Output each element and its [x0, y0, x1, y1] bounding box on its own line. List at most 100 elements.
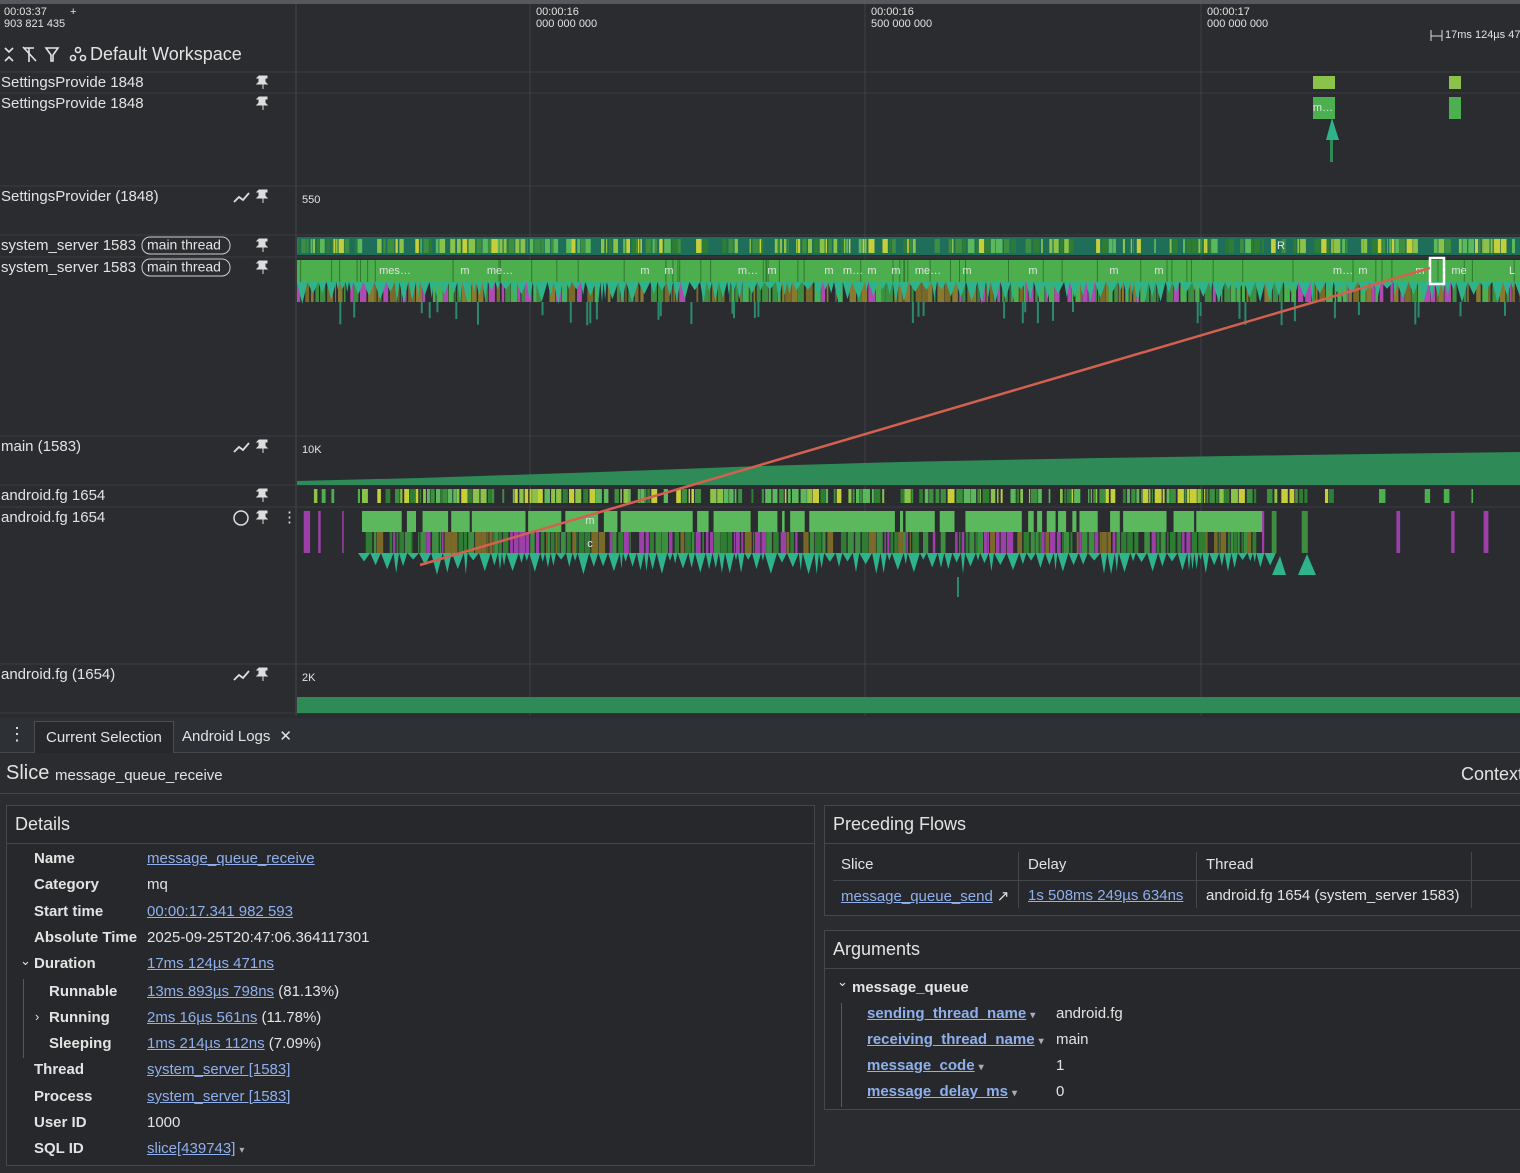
thread-state — [441, 532, 444, 553]
slice-label: m — [1028, 265, 1037, 277]
pin-button[interactable] — [255, 488, 269, 502]
detail-value[interactable]: system_server [1583] — [147, 1061, 291, 1079]
help-button[interactable] — [233, 510, 249, 526]
slice — [586, 302, 589, 326]
detail-value[interactable]: message_queue_receive — [147, 850, 315, 867]
thread-state — [487, 489, 492, 503]
slice-label: m — [824, 265, 833, 277]
thread-state — [1237, 532, 1240, 553]
tab[interactable]: Current Selection — [34, 721, 174, 753]
thread-state — [1423, 282, 1431, 302]
detail-value[interactable]: slice[439743] — [147, 1140, 236, 1158]
chart-button[interactable] — [233, 442, 250, 453]
expand-chevron[interactable]: › — [35, 1008, 40, 1024]
thread-state — [1030, 532, 1035, 553]
thread-state — [584, 532, 591, 553]
thread-state — [503, 532, 509, 553]
dropdown[interactable]: ▾ — [1011, 1088, 1017, 1099]
thread-state — [661, 532, 668, 553]
thread-state — [1299, 489, 1303, 503]
slice-divider — [339, 260, 341, 282]
thread-state — [741, 532, 744, 553]
slice-divider — [1061, 260, 1063, 282]
workspace-name[interactable]: Default Workspace — [90, 44, 242, 64]
open-link[interactable]: ↗ — [996, 888, 1010, 905]
pin-button[interactable] — [255, 510, 269, 524]
pin-button[interactable] — [255, 439, 269, 453]
table-cell[interactable]: 1s 508ms 249µs 634ns — [1028, 887, 1184, 904]
thread-state — [679, 282, 686, 302]
detail-value-row: 2025-09-25T20:47:06.364117301 — [147, 929, 369, 946]
filter-icon[interactable] — [44, 47, 60, 62]
thread-state — [436, 489, 441, 503]
thread-state — [533, 282, 537, 302]
arg-key[interactable]: message_delay_ms — [867, 1083, 1008, 1100]
chart-button[interactable] — [233, 192, 250, 203]
thread-state — [710, 489, 717, 503]
tab-label[interactable]: Android Logs — [182, 728, 271, 745]
dropdown[interactable]: ▾ — [978, 1062, 984, 1073]
detail-value[interactable]: system_server [1583] — [147, 1087, 291, 1105]
bottom-panel: ⋮ Current Selection Android Logs ✕ Slice … — [0, 716, 1520, 1173]
detail-value[interactable]: 13ms 893µs 798ns — [147, 982, 275, 1000]
slice-gap — [1076, 511, 1080, 532]
thread-state — [784, 489, 787, 503]
tick-ns: 000 000 000 — [536, 18, 597, 30]
arg-key[interactable]: message_code — [867, 1057, 975, 1074]
slice — [1196, 302, 1199, 324]
thread-state — [934, 239, 940, 253]
context-label[interactable]: Context — [1461, 764, 1520, 784]
workspace-icon[interactable] — [69, 54, 77, 62]
more-button[interactable]: ⋮ — [282, 509, 297, 526]
tab[interactable]: Android Logs ✕ — [171, 721, 303, 752]
unpin-icon[interactable] — [22, 46, 37, 62]
workspace-icon[interactable] — [74, 46, 82, 54]
thread-state — [1078, 532, 1080, 553]
chart-button[interactable] — [233, 670, 250, 681]
thread-state — [1148, 489, 1151, 503]
detail-value[interactable]: 1ms 214µs 112ns — [147, 1035, 265, 1053]
thread-state — [577, 239, 581, 253]
expand-chevron[interactable]: ⌄ — [837, 974, 848, 989]
thread-state — [357, 239, 363, 253]
detail-label: Thread — [34, 1061, 85, 1079]
thread-state — [1133, 282, 1137, 302]
pin-button[interactable] — [255, 75, 269, 89]
slice-gap — [954, 511, 961, 532]
thread-state — [496, 282, 500, 302]
thread-state — [1413, 239, 1418, 253]
pin-button[interactable] — [255, 189, 269, 203]
table-cell[interactable]: message_queue_send — [841, 888, 993, 905]
thread-state — [625, 282, 627, 302]
close-tab[interactable]: ✕ — [279, 728, 292, 745]
dropdown[interactable]: ▾ — [239, 1145, 245, 1157]
detail-value[interactable]: 00:00:17.341 982 593 — [147, 902, 293, 920]
thread-state — [822, 532, 826, 553]
pin-button[interactable] — [255, 667, 269, 681]
dropdown[interactable]: ▾ — [1030, 1010, 1036, 1021]
detail-value[interactable]: 17ms 124µs 471ns — [147, 955, 275, 973]
arg-key[interactable]: receiving_thread_name — [867, 1031, 1035, 1048]
workspace-icon[interactable] — [79, 54, 87, 62]
arg-key[interactable]: sending_thread_name — [867, 1005, 1027, 1022]
thread-state — [911, 489, 914, 503]
dropdown[interactable]: ▾ — [1038, 1036, 1044, 1047]
thread-state — [461, 282, 467, 302]
thread-state — [1371, 282, 1375, 302]
toolbar-icons[interactable] — [4, 46, 87, 62]
menu-button[interactable]: ⋮ — [8, 724, 26, 744]
thread-state — [882, 239, 888, 253]
pin-button[interactable] — [255, 96, 269, 110]
thread-state — [821, 282, 826, 302]
expand-chevron[interactable]: ⌄ — [20, 953, 31, 969]
arg-key-wrap: message_delay_ms ▾ — [867, 1083, 1017, 1100]
add-button[interactable]: + — [70, 6, 76, 18]
thread-state — [785, 282, 792, 302]
collapse-icon[interactable] — [4, 47, 14, 62]
pin-button[interactable] — [255, 238, 269, 252]
detail-value[interactable]: 2ms 16µs 561ns — [147, 1008, 258, 1026]
pin-button[interactable] — [255, 260, 269, 274]
thread-state — [640, 239, 642, 253]
slice-gap — [1167, 511, 1174, 532]
thread-state — [766, 532, 772, 553]
